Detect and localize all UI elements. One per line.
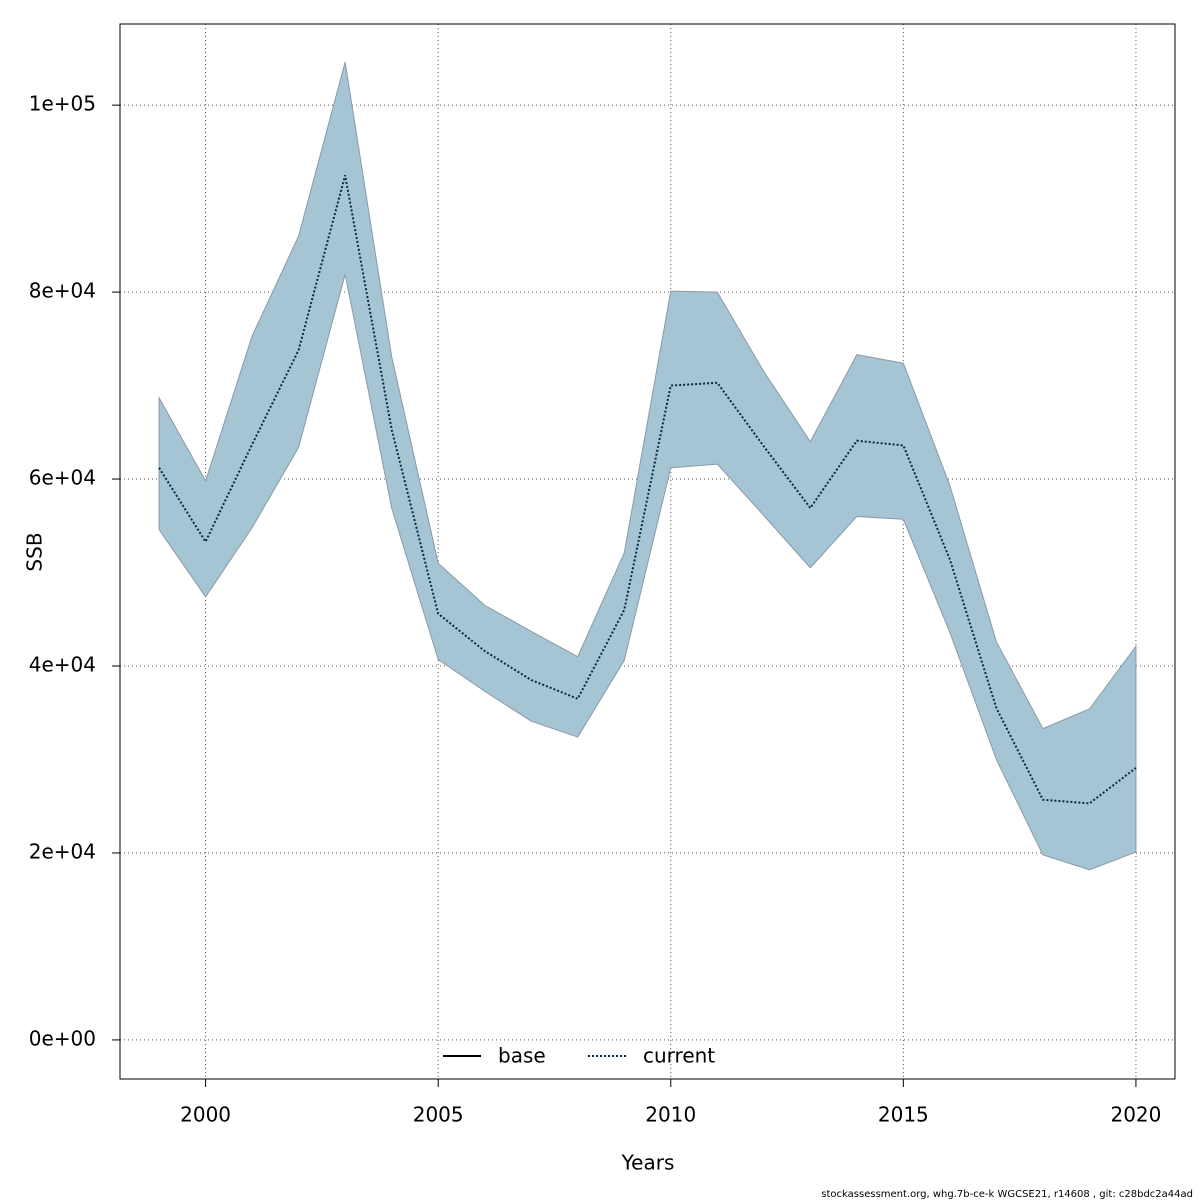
footnote: stockassessment.org, whg.7b-ce-k WGCSE21… [821,1189,1193,1200]
y-tick-label: 0e+00 [29,1026,96,1050]
x-tick-label: 2010 [645,1103,696,1127]
y-tick-label: 1e+05 [29,92,96,116]
line [158,174,1137,805]
y-tick-label: 4e+04 [29,653,96,677]
y-axis-label: SSB [23,532,47,571]
legend-label: current [643,1044,715,1068]
confidence-band [158,62,1137,871]
x-tick-label: 2000 [180,1103,231,1127]
x-tick-label: 2020 [1110,1103,1161,1127]
x-axis-label: Years [621,1151,675,1175]
plot-frame [119,23,1176,1080]
y-tick-label: 2e+04 [29,839,96,863]
x-tick-label: 2015 [878,1103,929,1127]
x-tick-label: 2005 [413,1103,464,1127]
y-tick-label: 8e+04 [29,279,96,303]
y-tick-label: 6e+04 [29,466,96,490]
legend-label: base [498,1044,546,1068]
